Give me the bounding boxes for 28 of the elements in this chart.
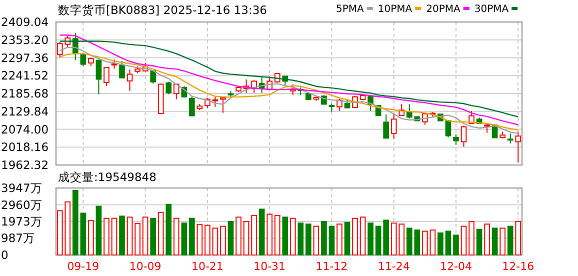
y-tick-label: 1962.32 (1, 158, 49, 172)
x-tick-label: 09-19 (67, 260, 100, 273)
y-tick-label: 2129.84 (1, 104, 49, 118)
legend-label: 30PMA (474, 4, 509, 15)
x-tick-label: 11-12 (316, 260, 348, 273)
legend-label: 5PMA (336, 4, 364, 15)
y-tick-label: 1973万 (1, 214, 42, 229)
y-tick-label: 987万 (1, 231, 35, 246)
chart-title: 成交量:19549848 (58, 170, 156, 184)
y-tick-label: 3947万 (1, 181, 42, 195)
chart-title: 数字货币[BK0883] 2025-12-16 13:36 (58, 3, 267, 17)
y-tick-label: 2409.04 (1, 15, 49, 29)
y-tick-label: 2241.52 (1, 68, 49, 83)
y-tick-label: 0 (1, 248, 8, 262)
legend-label: 10PMA (378, 4, 412, 15)
x-tick-label: 11-24 (378, 260, 410, 273)
y-tick-label: 2297.36 (1, 50, 49, 65)
x-tick-label: 10-21 (191, 260, 224, 273)
y-tick-label: 2353.20 (1, 32, 49, 47)
x-tick-label: 12-16 (502, 260, 534, 273)
x-tick-label: 12-04 (440, 260, 472, 273)
y-tick-label: 2185.68 (1, 86, 49, 100)
x-tick-label: 10-09 (129, 260, 162, 273)
legend-label: 20PMA (426, 4, 460, 15)
x-tick-label: 10-31 (254, 260, 286, 273)
y-tick-label: 2018.16 (1, 140, 49, 154)
y-tick-label: 2960万 (1, 198, 42, 212)
y-tick-label: 2074.00 (1, 122, 49, 136)
